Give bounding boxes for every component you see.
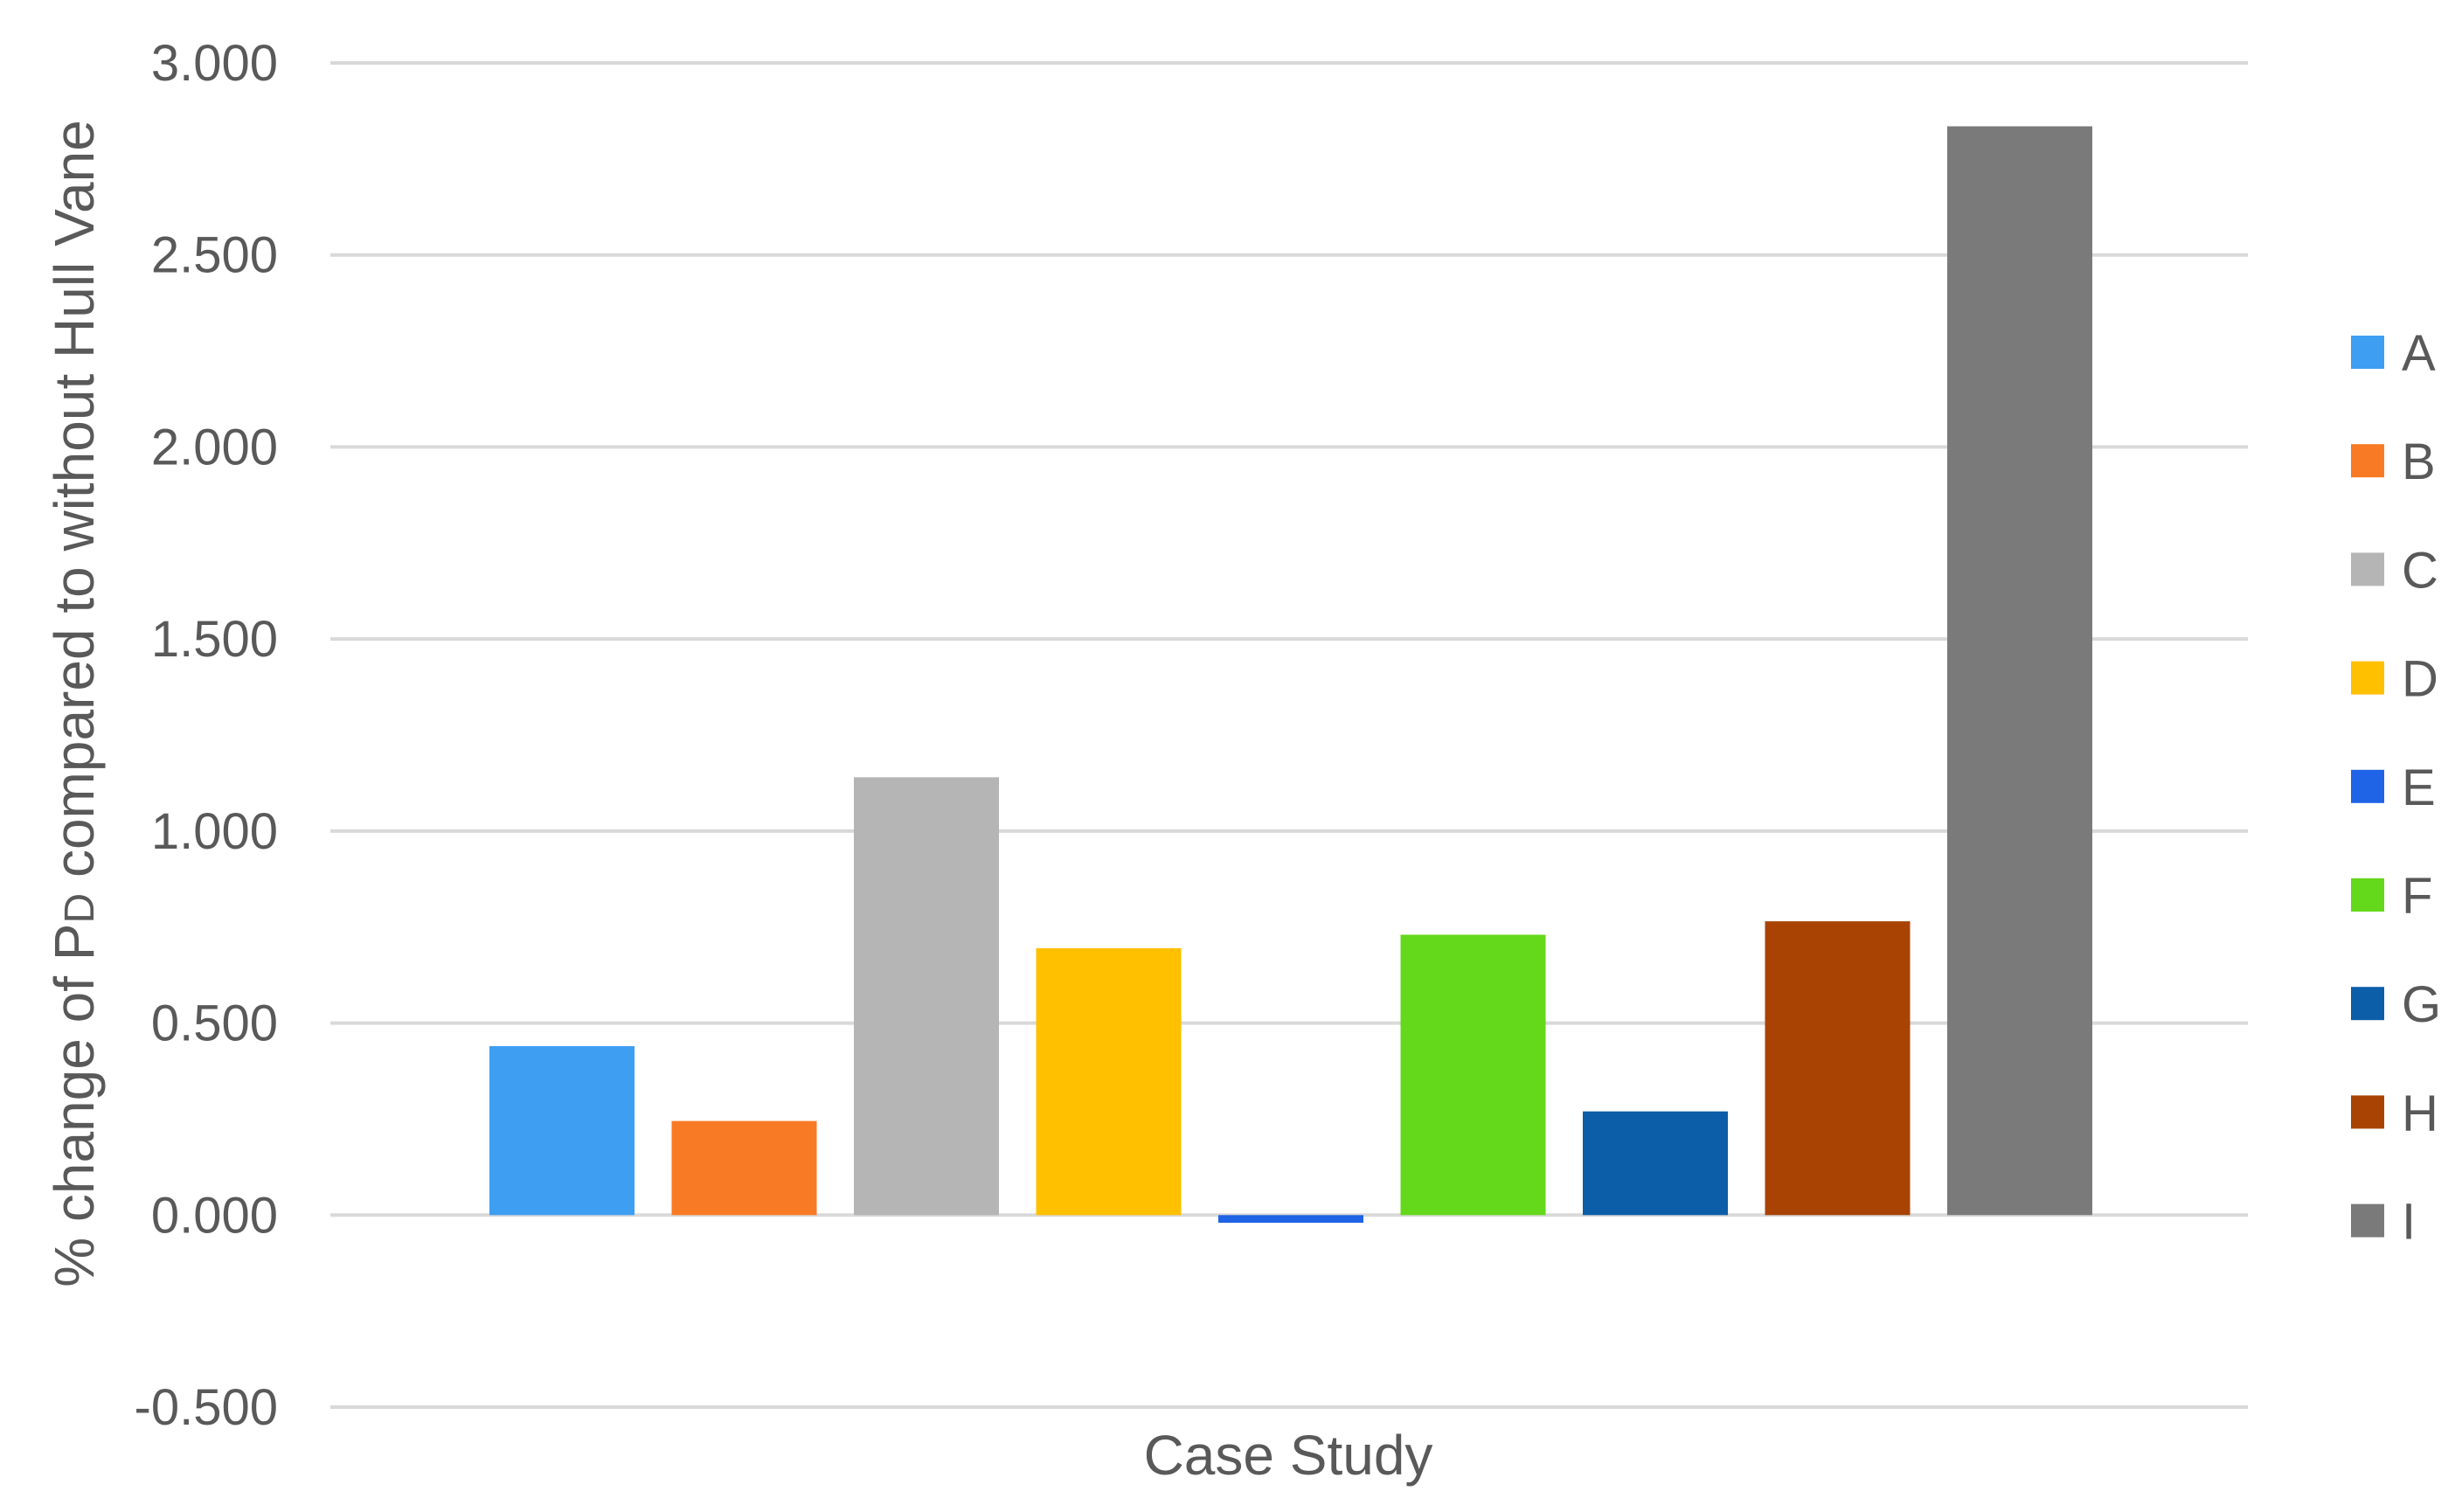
legend-swatch-i <box>2351 1203 2384 1238</box>
legend-swatch-e <box>2351 769 2384 803</box>
legend-label-c: C <box>2402 542 2438 599</box>
legend-swatch-h <box>2351 1095 2384 1129</box>
bar-b <box>671 1120 817 1216</box>
bar-a <box>489 1045 635 1216</box>
y-axis-title: % change of PD compared to without Hull … <box>43 120 106 1287</box>
bar-h <box>1765 921 1911 1216</box>
y-tick-label: 0.500 <box>151 995 278 1052</box>
legend-label-i: I <box>2402 1194 2416 1251</box>
bar-f <box>1400 934 1546 1216</box>
y-tick-label: 2.000 <box>151 419 278 475</box>
legend-swatch-f <box>2351 878 2384 912</box>
bar-d <box>1036 947 1182 1216</box>
y-axis-title-subscript: D <box>57 893 103 924</box>
bar-e <box>1218 1215 1363 1224</box>
legend-label-a: A <box>2402 325 2436 382</box>
bars <box>489 126 2092 1224</box>
legend-swatch-b <box>2351 444 2384 478</box>
x-axis-title: Case Study <box>1144 1424 1433 1487</box>
legend-label-g: G <box>2402 976 2441 1033</box>
bar-c <box>854 777 999 1216</box>
legend-swatch-c <box>2351 552 2384 586</box>
y-tick-label: 3.000 <box>151 35 278 92</box>
legend-label-d: D <box>2402 651 2438 708</box>
gridlines <box>330 61 2248 1409</box>
y-tick-label: 1.500 <box>151 611 278 668</box>
legend-label-e: E <box>2402 759 2436 816</box>
legend-swatch-g <box>2351 987 2384 1021</box>
legend-label-h: H <box>2402 1085 2438 1141</box>
bar-g <box>1583 1111 1728 1216</box>
y-tick-label: -0.500 <box>135 1379 278 1436</box>
y-axis-title-prefix: % change of P <box>43 924 106 1287</box>
legend-swatch-d <box>2351 661 2384 695</box>
y-tick-label: 1.000 <box>151 803 278 860</box>
legend-label-b: B <box>2402 433 2436 490</box>
legend-label-f: F <box>2402 868 2432 925</box>
y-axis-title-suffix: compared to without Hull Vane <box>43 120 106 893</box>
bar-i <box>1947 126 2092 1216</box>
y-tick-label: 2.500 <box>151 227 278 284</box>
y-axis-ticks: 3.000 2.500 2.000 1.500 1.000 0.500 0.000 -0.50… <box>135 35 278 1436</box>
y-tick-label: 0.000 <box>151 1187 278 1244</box>
legend-swatch-a <box>2351 336 2384 369</box>
